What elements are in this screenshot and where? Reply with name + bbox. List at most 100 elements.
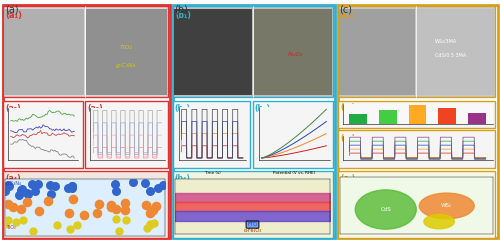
Bar bbox=[172, 171, 332, 238]
Point bbox=[150, 208, 158, 212]
Bar bbox=[338, 5, 498, 238]
Point bbox=[112, 189, 120, 193]
Point bbox=[64, 211, 72, 215]
Bar bbox=[338, 130, 495, 168]
Point bbox=[12, 220, 20, 224]
Bar bbox=[338, 9, 415, 95]
Text: CdS/0.5 3MA: CdS/0.5 3MA bbox=[435, 52, 466, 57]
Text: α-Fe₂O₃: α-Fe₂O₃ bbox=[244, 228, 262, 233]
Point bbox=[46, 183, 54, 187]
Text: WS₂: WS₂ bbox=[441, 203, 452, 208]
Bar bbox=[2, 101, 82, 168]
Text: (c₄): (c₄) bbox=[340, 174, 355, 183]
Text: WS₂/3MA: WS₂/3MA bbox=[435, 39, 458, 43]
Point bbox=[112, 207, 120, 210]
Bar bbox=[417, 9, 494, 95]
Text: CdS: CdS bbox=[380, 207, 391, 212]
Ellipse shape bbox=[355, 190, 416, 229]
Point bbox=[121, 201, 129, 205]
Point bbox=[20, 218, 28, 222]
Text: (a₁): (a₁) bbox=[5, 11, 22, 20]
Bar bbox=[4, 9, 84, 95]
Bar bbox=[172, 6, 332, 97]
Point bbox=[6, 184, 14, 188]
Point bbox=[2, 222, 10, 226]
Point bbox=[142, 203, 150, 207]
Point bbox=[93, 211, 101, 215]
Point bbox=[18, 207, 25, 210]
Point bbox=[146, 223, 154, 226]
Point bbox=[35, 209, 43, 213]
Point bbox=[51, 184, 59, 188]
Point bbox=[68, 184, 76, 188]
Point bbox=[4, 183, 12, 187]
Point bbox=[4, 218, 12, 222]
Point bbox=[68, 186, 76, 190]
Point bbox=[66, 227, 74, 231]
Text: (b₃): (b₃) bbox=[254, 104, 270, 113]
Text: Time (s): Time (s) bbox=[204, 171, 220, 175]
Point bbox=[14, 193, 22, 197]
Point bbox=[146, 222, 154, 226]
Text: g-C₃N₄: g-C₃N₄ bbox=[116, 63, 136, 68]
Point bbox=[112, 217, 120, 221]
Bar bbox=[172, 6, 332, 97]
Bar bbox=[338, 171, 495, 238]
Bar bbox=[408, 105, 426, 124]
Bar bbox=[338, 101, 495, 128]
Bar bbox=[172, 171, 332, 238]
Bar bbox=[2, 6, 168, 97]
Bar bbox=[2, 5, 170, 238]
Bar bbox=[85, 101, 168, 168]
Text: TiO₂: TiO₂ bbox=[120, 44, 133, 50]
Bar bbox=[350, 114, 367, 124]
Point bbox=[44, 199, 52, 202]
Point bbox=[122, 218, 130, 222]
Point bbox=[68, 184, 76, 188]
Point bbox=[54, 223, 62, 227]
Bar bbox=[254, 9, 332, 95]
Text: (c₂): (c₂) bbox=[340, 103, 355, 112]
Point bbox=[73, 223, 81, 226]
Text: (a₃): (a₃) bbox=[88, 104, 103, 113]
Bar bbox=[172, 5, 335, 238]
Text: (a₄): (a₄) bbox=[5, 174, 20, 183]
Bar bbox=[174, 9, 252, 95]
Point bbox=[1, 189, 9, 193]
Point bbox=[64, 186, 72, 190]
Point bbox=[121, 208, 129, 212]
Bar bbox=[438, 108, 456, 124]
Bar bbox=[2, 171, 168, 238]
Bar bbox=[338, 130, 495, 168]
Point bbox=[111, 182, 119, 186]
Text: (b₁): (b₁) bbox=[175, 11, 191, 20]
Point bbox=[31, 189, 39, 193]
Circle shape bbox=[424, 215, 454, 229]
Text: TiO₂: TiO₂ bbox=[6, 225, 16, 230]
Bar bbox=[252, 101, 332, 168]
Point bbox=[115, 229, 123, 233]
Point bbox=[4, 202, 12, 206]
Point bbox=[107, 203, 115, 207]
Bar bbox=[338, 6, 495, 97]
Point bbox=[24, 191, 32, 195]
Point bbox=[141, 182, 149, 185]
Bar bbox=[468, 113, 485, 124]
Point bbox=[70, 197, 78, 201]
Point bbox=[143, 226, 151, 229]
Point bbox=[159, 183, 167, 187]
Text: (a): (a) bbox=[5, 5, 18, 15]
Point bbox=[18, 187, 25, 191]
Circle shape bbox=[420, 193, 474, 219]
Text: (b): (b) bbox=[174, 5, 188, 15]
Bar bbox=[2, 171, 168, 238]
Point bbox=[24, 192, 32, 196]
Text: (b₄): (b₄) bbox=[174, 174, 190, 183]
Point bbox=[16, 188, 24, 192]
Point bbox=[9, 205, 17, 208]
Bar bbox=[85, 101, 168, 168]
Point bbox=[80, 213, 88, 217]
Bar bbox=[379, 110, 396, 124]
Text: (c₃): (c₃) bbox=[340, 134, 355, 143]
Point bbox=[146, 190, 154, 193]
